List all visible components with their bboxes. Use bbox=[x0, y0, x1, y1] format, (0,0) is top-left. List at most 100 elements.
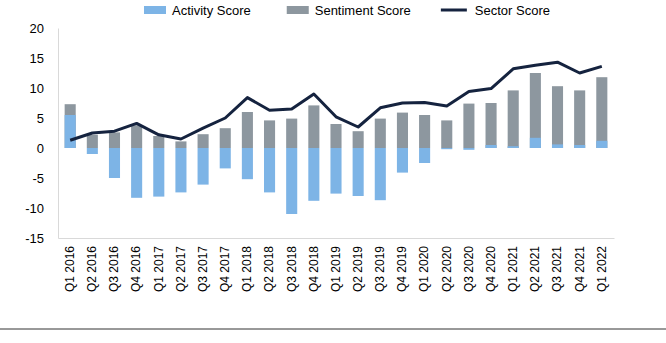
x-tick-label: Q3 2020 bbox=[462, 246, 476, 292]
legend: Activity Score Sentiment Score Sector Scor… bbox=[144, 3, 550, 18]
bar bbox=[486, 145, 497, 148]
bar bbox=[508, 90, 519, 148]
bar bbox=[198, 134, 209, 148]
bar bbox=[330, 148, 341, 194]
x-tick: Q3 2020 bbox=[462, 238, 476, 292]
y-tick: -10 bbox=[25, 201, 58, 216]
x-tick-label: Q1 2017 bbox=[152, 246, 166, 292]
bar bbox=[530, 73, 541, 148]
x-tick-label: Q4 2018 bbox=[307, 246, 321, 292]
x-tick: Q1 2022 bbox=[595, 238, 609, 292]
x-axis-line bbox=[59, 238, 615, 239]
x-tick-label: Q1 2021 bbox=[506, 246, 520, 292]
bar bbox=[264, 120, 275, 148]
bar bbox=[87, 148, 98, 154]
bar bbox=[375, 119, 386, 148]
bar bbox=[153, 148, 164, 197]
x-tick: Q4 2018 bbox=[307, 238, 321, 292]
bar bbox=[175, 148, 186, 192]
bar bbox=[441, 120, 452, 148]
y-tick-label: 10 bbox=[30, 81, 44, 96]
x-tick: Q4 2021 bbox=[573, 238, 587, 292]
bar bbox=[596, 77, 607, 148]
bar bbox=[109, 148, 120, 178]
y-tick: 20 bbox=[30, 21, 58, 36]
y-axis-line bbox=[58, 29, 59, 239]
bar bbox=[65, 115, 76, 148]
x-tick-label: Q4 2017 bbox=[218, 246, 232, 292]
x-tick: Q4 2017 bbox=[218, 238, 232, 292]
x-tick: Q3 2018 bbox=[285, 238, 299, 292]
legend-label: Sector Score bbox=[475, 3, 550, 18]
x-tick-label: Q2 2019 bbox=[351, 246, 365, 292]
bar bbox=[397, 148, 408, 173]
x-tick-label: Q1 2019 bbox=[329, 246, 343, 292]
legend-label: Sentiment Score bbox=[315, 3, 411, 18]
x-tick: Q1 2019 bbox=[329, 238, 343, 292]
x-tick: Q1 2020 bbox=[417, 238, 431, 292]
x-tick: Q1 2018 bbox=[240, 238, 254, 292]
y-tick-label: 0 bbox=[37, 141, 44, 156]
bar bbox=[286, 119, 297, 148]
x-tick: Q2 2017 bbox=[174, 238, 188, 292]
x-tick: Q4 2020 bbox=[484, 238, 498, 292]
x-tick-label: Q2 2018 bbox=[262, 246, 276, 292]
y-tick-label: 15 bbox=[30, 51, 44, 66]
bar bbox=[463, 148, 474, 150]
y-tick-label: -5 bbox=[32, 171, 44, 186]
y-tick: 0 bbox=[37, 141, 58, 156]
bar bbox=[220, 128, 231, 148]
x-tick: Q2 2021 bbox=[528, 238, 542, 292]
bar bbox=[153, 136, 164, 148]
y-tick: 15 bbox=[30, 51, 58, 66]
bar bbox=[175, 141, 186, 148]
x-tick-label: Q1 2016 bbox=[63, 246, 77, 292]
legend-swatch bbox=[441, 9, 467, 12]
x-tick: Q1 2016 bbox=[63, 238, 77, 292]
x-tick: Q1 2017 bbox=[152, 238, 166, 292]
bar-series bbox=[65, 73, 608, 148]
y-tick: 10 bbox=[30, 81, 58, 96]
legend-item: Sentiment Score bbox=[287, 3, 411, 18]
x-tick: Q3 2017 bbox=[196, 238, 210, 292]
line bbox=[70, 62, 602, 140]
bar bbox=[131, 125, 142, 148]
bar bbox=[397, 113, 408, 148]
legend-item: Sector Score bbox=[441, 3, 550, 18]
bar bbox=[574, 145, 585, 148]
y-tick: 5 bbox=[37, 111, 58, 126]
y-tick-label: -15 bbox=[25, 231, 44, 246]
bar bbox=[87, 135, 98, 148]
rule bbox=[0, 329, 666, 330]
y-axis: -15 -10 -5 0 5 10 15 20 bbox=[25, 21, 58, 246]
y-tick: -15 bbox=[25, 231, 58, 246]
bar bbox=[264, 148, 275, 192]
x-tick: Q2 2018 bbox=[262, 238, 276, 292]
x-tick-label: Q2 2017 bbox=[174, 246, 188, 292]
bar bbox=[530, 138, 541, 148]
legend-label: Activity Score bbox=[172, 3, 251, 18]
bar bbox=[552, 144, 563, 148]
bar bbox=[308, 105, 319, 148]
x-tick: Q1 2021 bbox=[506, 238, 520, 292]
bar bbox=[596, 141, 607, 148]
x-tick: Q3 2019 bbox=[373, 238, 387, 292]
x-tick: Q2 2019 bbox=[351, 238, 365, 292]
x-tick-label: Q4 2020 bbox=[484, 246, 498, 292]
bar bbox=[286, 148, 297, 214]
y-tick-label: 20 bbox=[30, 21, 44, 36]
chart: -15-10-505101520Q1 2016Q2 2016Q3 2016Q4 … bbox=[0, 0, 666, 343]
bar bbox=[508, 146, 519, 148]
x-tick: Q3 2016 bbox=[107, 238, 121, 292]
x-tick-label: Q3 2016 bbox=[107, 246, 121, 292]
y-tick-label: -10 bbox=[25, 201, 44, 216]
bar bbox=[242, 148, 253, 179]
bar bbox=[353, 131, 364, 148]
bar bbox=[441, 148, 452, 149]
bar bbox=[308, 148, 319, 201]
x-tick-label: Q4 2019 bbox=[395, 246, 409, 292]
x-tick-label: Q3 2021 bbox=[550, 246, 564, 292]
bar bbox=[486, 103, 497, 148]
plot-area bbox=[65, 62, 608, 214]
x-tick-label: Q1 2020 bbox=[417, 246, 431, 292]
